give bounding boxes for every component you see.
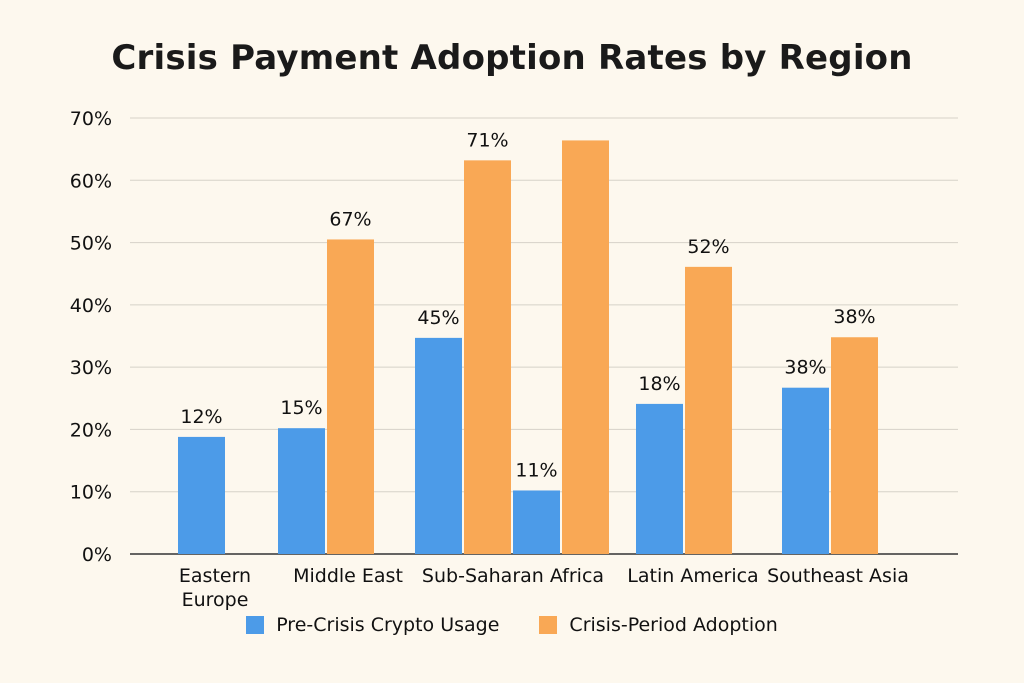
legend: Pre-Crisis Crypto Usage Crisis-Period Ad… (0, 614, 1024, 636)
data-label: 45% (417, 307, 459, 329)
legend-label-pre-crisis: Pre-Crisis Crypto Usage (276, 614, 500, 636)
x-tick-label: Sub-Saharan Africa (422, 565, 604, 587)
y-tick-label: 20% (70, 419, 112, 441)
bar (831, 337, 878, 554)
bar (464, 160, 511, 554)
legend-item-crisis-period: Crisis-Period Adoption (539, 614, 778, 636)
bar (782, 387, 829, 554)
legend-swatch-crisis-period (539, 616, 558, 634)
y-tick-label: 0% (82, 544, 112, 566)
data-label: 38% (833, 306, 875, 328)
data-label: 15% (280, 397, 322, 419)
data-label: 71% (466, 129, 508, 151)
x-tick-label: Latin America (627, 565, 758, 587)
bar (513, 490, 560, 554)
x-tick-label: Southeast Asia (767, 565, 909, 587)
bar (562, 140, 609, 554)
bar (327, 239, 374, 554)
data-label: 67% (329, 208, 371, 230)
x-tick-label: Middle East (293, 565, 403, 587)
y-tick-label: 70% (70, 108, 112, 130)
x-tick-label: Eastern (179, 565, 251, 587)
legend-swatch-pre-crisis (246, 616, 265, 634)
bar (685, 266, 732, 554)
y-tick-label: 30% (70, 357, 112, 379)
y-tick-label: 60% (70, 170, 112, 192)
legend-label-crisis-period: Crisis-Period Adoption (569, 614, 778, 636)
y-tick-label: 10% (70, 482, 112, 504)
bar (415, 337, 462, 554)
data-label: 12% (180, 406, 222, 428)
data-label: 52% (687, 236, 729, 258)
data-label: 38% (784, 357, 826, 379)
chart-title: Crisis Payment Adoption Rates by Region (111, 38, 913, 78)
bar (178, 436, 225, 554)
y-tick-label: 50% (70, 233, 112, 255)
data-label: 18% (638, 373, 680, 395)
legend-item-pre-crisis: Pre-Crisis Crypto Usage (246, 614, 499, 636)
data-label: 11% (515, 459, 557, 481)
y-tick-label: 40% (70, 295, 112, 317)
bar (636, 403, 683, 554)
bar (278, 428, 325, 554)
x-tick-label: Europe (182, 589, 249, 611)
